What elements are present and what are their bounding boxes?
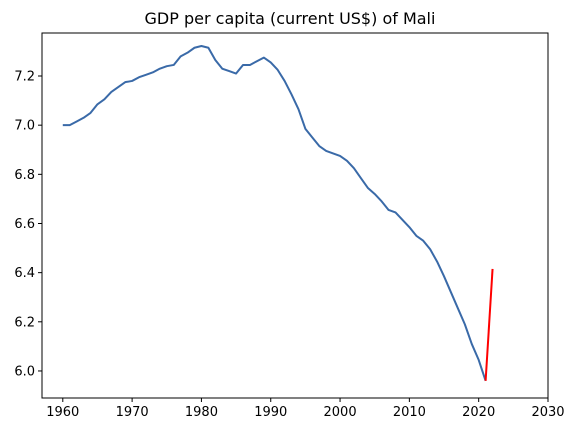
y-tick-label: 6.0: [14, 364, 35, 379]
x-tick-label: 2030: [531, 405, 564, 420]
y-tick-label: 6.2: [14, 315, 35, 330]
x-tick-label: 1990: [254, 405, 287, 420]
x-tick-label: 1980: [185, 405, 218, 420]
series-layer: [62, 45, 494, 382]
y-axis: 6.0 6.2 6.4 6.6 6.8 7.0 7.2: [14, 70, 42, 379]
x-tick-label: 2020: [462, 405, 495, 420]
y-tick-label: 6.8: [14, 168, 35, 183]
x-tick-label: 1970: [116, 405, 149, 420]
y-tick-label: 6.6: [14, 217, 35, 232]
y-tick-label: 7.0: [14, 119, 35, 134]
chart-title: GDP per capita (current US$) of Mali: [145, 9, 436, 28]
x-tick-label: 2000: [324, 405, 357, 420]
y-tick-label: 6.4: [14, 266, 35, 281]
x-axis: 1960 1970 1980 1990 2000 2010 2020 2030: [46, 398, 565, 420]
series-line-historical: [62, 45, 487, 382]
x-tick-label: 1960: [46, 405, 79, 420]
plot-frame: [41, 32, 549, 399]
x-tick-label: 2010: [393, 405, 426, 420]
series-line-projection: [484, 268, 494, 381]
y-tick-label: 7.2: [14, 70, 35, 85]
